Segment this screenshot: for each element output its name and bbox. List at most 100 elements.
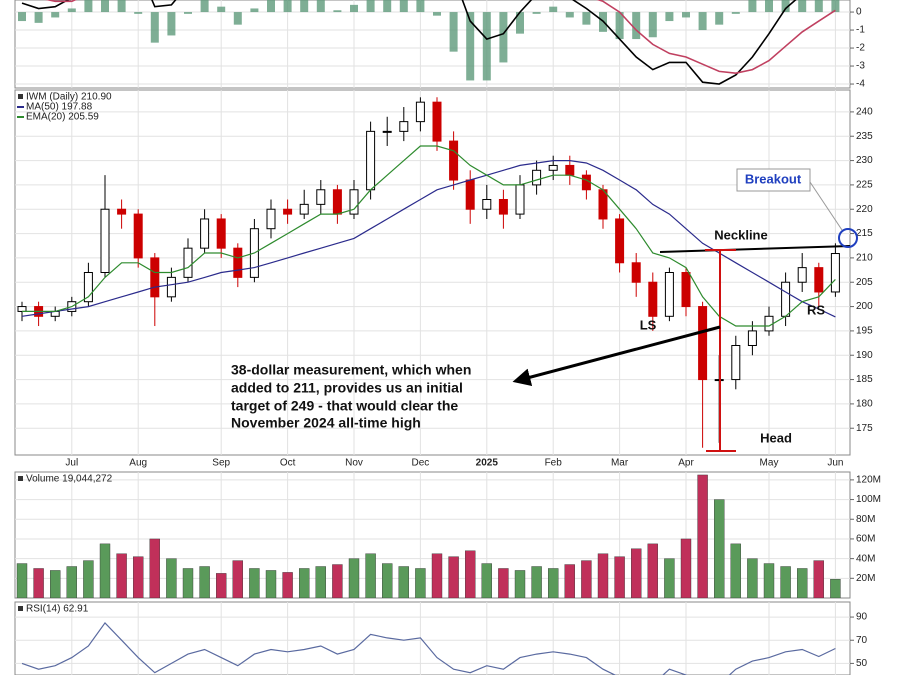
histogram-bar (134, 12, 143, 14)
candle-body (200, 218, 210, 249)
y-tick-label: 240 (856, 107, 873, 118)
histogram-bar (184, 12, 192, 14)
histogram-bar (51, 12, 60, 18)
volume-bar (232, 560, 244, 598)
histogram-bar (250, 8, 259, 13)
volume-bar (282, 572, 293, 598)
volume-bar (747, 558, 758, 598)
legend-label: EMA(20) 205.59 (26, 112, 99, 123)
plot (17, 97, 840, 448)
line (21, 160, 836, 318)
volume-bar (398, 566, 409, 598)
histogram-bar (167, 12, 176, 36)
volume-bar (564, 564, 575, 598)
volume-bar (548, 568, 559, 598)
x-tick-label: 2025 (476, 458, 499, 469)
histogram-bar (565, 12, 574, 18)
arrow (512, 325, 721, 387)
volume-bar (149, 538, 161, 598)
candle-body (631, 262, 641, 283)
candle-body (415, 101, 425, 123)
plot (18, 0, 840, 85)
panel-background (14, 601, 851, 675)
x-tick-label: Jun (827, 458, 843, 469)
y-tick-label: 210 (856, 253, 873, 264)
volume-bar (514, 570, 526, 598)
legend-swatch (18, 94, 23, 99)
candle-body (664, 272, 674, 317)
y-tick-label: 120M (856, 475, 881, 486)
histogram-bar (84, 0, 93, 13)
histogram-bar (449, 12, 458, 52)
ls-label: LS (640, 317, 657, 332)
legend-swatch (18, 476, 23, 481)
histogram-bar (499, 12, 508, 63)
candle-body (615, 218, 625, 264)
candle-body (150, 257, 160, 298)
volume-bar (382, 563, 393, 598)
volume-bar (116, 553, 127, 598)
volume-bar (697, 474, 708, 598)
volume-bar (448, 556, 459, 598)
callout-box (736, 168, 811, 192)
candle-body (399, 121, 409, 132)
histogram-bar (333, 10, 342, 13)
candle-body (465, 179, 475, 210)
legend-label: MA(50) 197.88 (26, 102, 93, 113)
histogram-bar (698, 12, 707, 31)
histogram-bar (433, 12, 441, 16)
candle-body (698, 306, 708, 381)
y-tick-label: -2 (856, 43, 865, 54)
y-tick-label: 200 (856, 301, 873, 312)
y-tick-label: 0 (856, 7, 862, 18)
candle-body (266, 208, 276, 230)
histogram-bar (117, 0, 126, 13)
measurement-text: 38-dollar measurement, which when (231, 362, 471, 378)
histogram-bar (283, 0, 292, 13)
candle-body (449, 140, 459, 181)
volume-bar (215, 573, 227, 598)
volume-bar (780, 566, 791, 598)
histogram-bar (300, 0, 309, 13)
candle-body (648, 281, 658, 317)
y-tick-label: 175 (856, 423, 873, 434)
x-tick-label: Mar (611, 458, 629, 469)
volume-bar (498, 568, 509, 598)
y-tick-label: 60M (856, 534, 875, 545)
volume-bar (265, 570, 277, 598)
volume-bar (365, 553, 376, 598)
panel-title: Volume 19,044,272 (26, 474, 113, 485)
panel-title: IWM (Daily) 210.90 (26, 92, 112, 103)
histogram-bar (466, 12, 475, 81)
histogram-bar (416, 0, 425, 13)
volume-bar (680, 538, 692, 598)
candle-body (166, 276, 176, 298)
y-tick-label: 215 (856, 228, 873, 239)
x-tick-label: May (760, 458, 779, 469)
legend-swatch (18, 606, 23, 611)
candle-body (764, 315, 774, 332)
histogram-bar (781, 0, 790, 13)
volume-bar (16, 563, 28, 598)
histogram-bar (18, 12, 26, 22)
candle-body (299, 203, 309, 215)
y-tick-label: 40M (856, 553, 875, 564)
histogram-bar (482, 12, 491, 81)
volume-bar (481, 563, 492, 598)
candle-body (797, 267, 807, 283)
volume-bar (332, 564, 343, 598)
volume-bar (348, 558, 360, 598)
x-tick-label: Feb (545, 458, 563, 469)
histogram-bar (350, 4, 358, 13)
volume-bar (465, 550, 476, 598)
y-tick-label: 70 (856, 635, 868, 646)
candle-body (100, 208, 110, 274)
y-tick-label: 220 (856, 204, 873, 215)
histogram-bar (532, 12, 541, 14)
volume-bar (581, 560, 592, 598)
volume-bar (631, 548, 642, 598)
neckline-line (659, 245, 851, 253)
volume-bar (50, 570, 61, 598)
candle-body (216, 218, 226, 249)
